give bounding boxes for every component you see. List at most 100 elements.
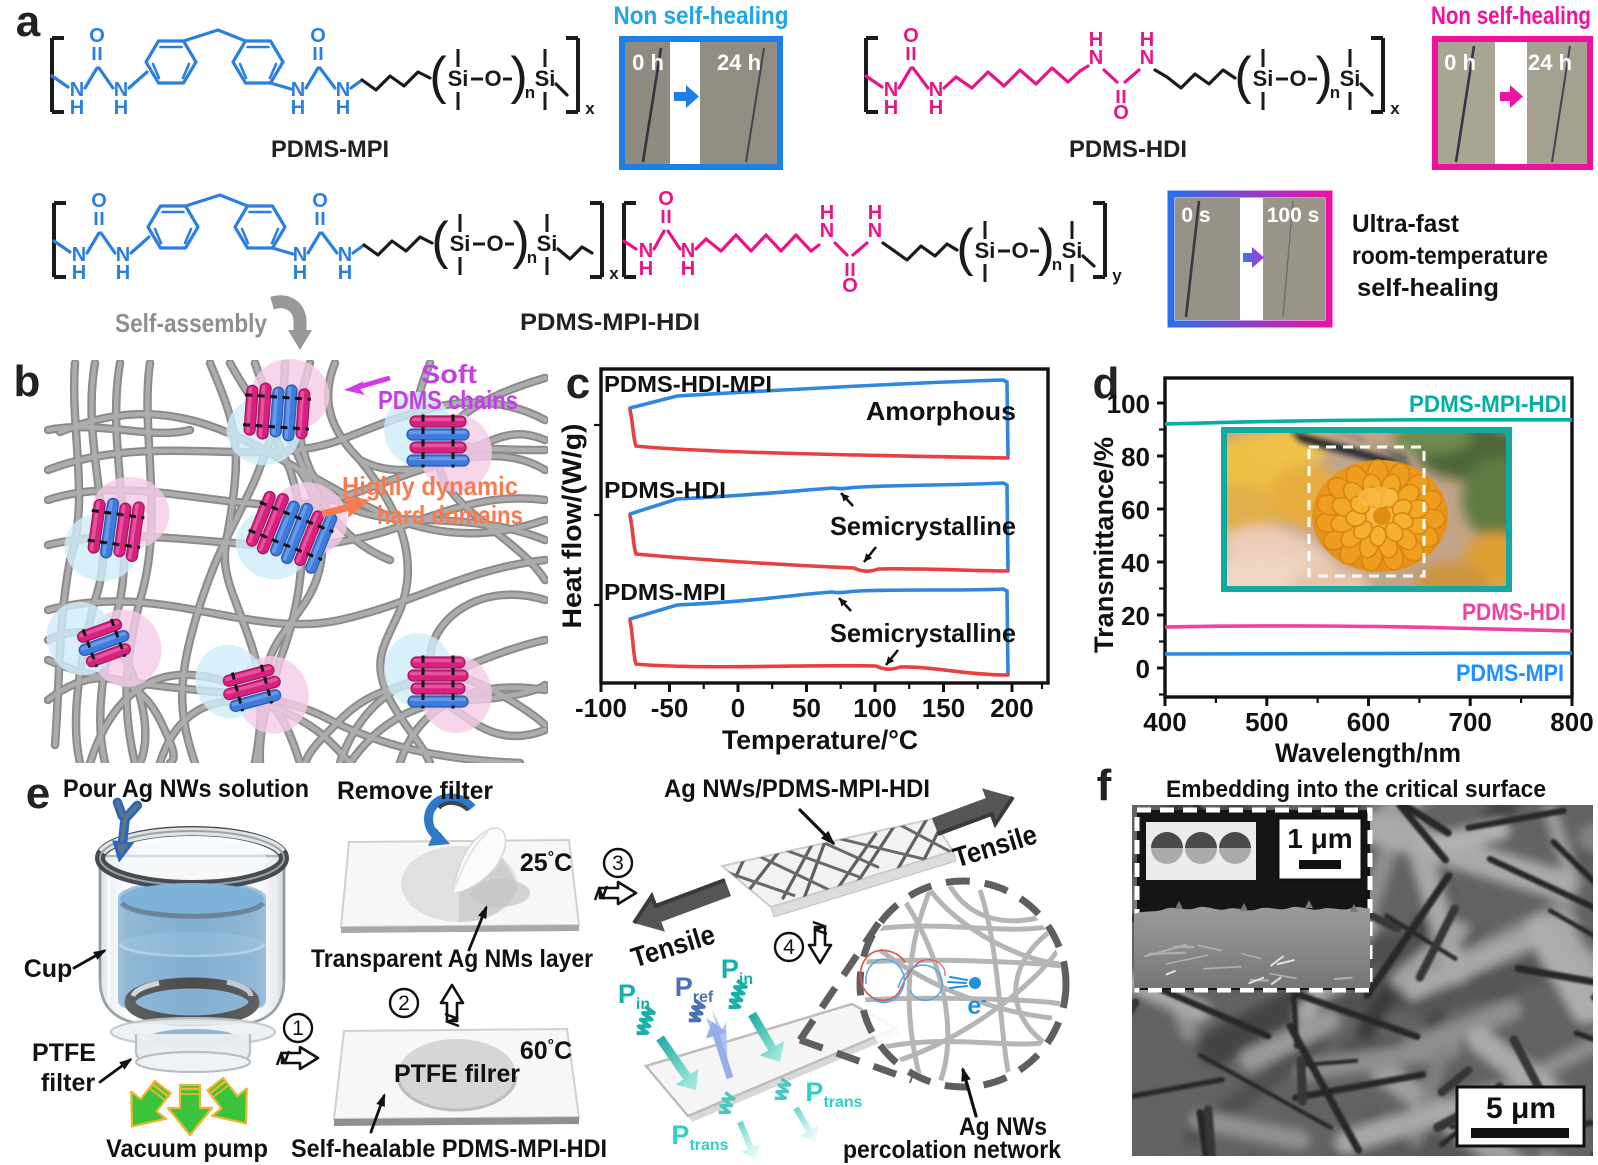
svg-text:H: H [114,97,128,119]
svg-text:n: n [527,248,537,267]
svg-text:N: N [1140,47,1154,69]
svg-text:150: 150 [922,693,965,723]
svg-text:self-healing: self-healing [1357,274,1499,302]
svg-text:Highly dynamic: Highly dynamic [342,471,518,501]
svg-text:200: 200 [990,693,1033,723]
svg-text:H: H [1089,29,1103,51]
svg-text:800: 800 [1550,707,1593,737]
svg-text:25°C: 25°C [520,849,572,877]
svg-text:H: H [291,97,305,119]
svg-text:N: N [820,220,834,242]
svg-text:Si: Si [537,231,558,256]
svg-text:O: O [89,25,105,47]
svg-text:(: ( [429,47,447,105]
svg-text:Self-assembly: Self-assembly [115,308,267,338]
svg-text:O: O [903,25,919,47]
svg-text:100 s: 100 s [1267,204,1320,227]
svg-text:): ) [510,47,527,105]
svg-text:Non self-healing: Non self-healing [1431,2,1591,30]
svg-text:2: 2 [398,992,410,1015]
svg-text:c: c [566,359,590,408]
svg-text:4: 4 [783,936,795,959]
svg-text:(: ( [956,219,974,277]
svg-text:Pour Ag NWs solution: Pour Ag NWs solution [63,775,309,803]
svg-text:O: O [91,190,107,212]
svg-text:O: O [842,275,858,297]
svg-text:PDMS-MPI: PDMS-MPI [1456,660,1564,687]
svg-text:H: H [884,97,898,119]
svg-text:N: N [639,240,653,262]
svg-text:Amorphous: Amorphous [866,396,1016,426]
svg-text:60°C: 60°C [520,1037,572,1065]
svg-text:H: H [293,262,307,284]
svg-text:x: x [585,99,595,118]
svg-text:y: y [1112,266,1122,285]
svg-text:n: n [525,83,535,102]
svg-text:50: 50 [792,693,821,723]
svg-text:Soft: Soft [421,359,477,389]
svg-text:PDMS-HDI: PDMS-HDI [1462,599,1566,626]
svg-text:Wavelength/nm: Wavelength/nm [1275,738,1461,768]
svg-text:Heat flow/(W/g): Heat flow/(W/g) [557,424,587,629]
svg-text:N: N [884,79,898,101]
svg-text:d: d [1093,359,1120,408]
svg-text:(: ( [1234,47,1252,105]
svg-text:x: x [1390,99,1400,118]
svg-text:H: H [929,97,943,119]
svg-text:PTFE: PTFE [32,1039,96,1067]
svg-text:H: H [868,202,882,224]
svg-text:x: x [609,264,619,283]
svg-text:): ) [1315,47,1332,105]
svg-text:H: H [336,97,350,119]
svg-text:Remove filter: Remove filter [337,777,493,805]
svg-text:100: 100 [853,693,896,723]
svg-text:40: 40 [1121,548,1150,578]
svg-text:Si: Si [448,66,469,91]
svg-text:100: 100 [1107,389,1150,419]
svg-text:Si: Si [450,231,471,256]
svg-text:H: H [338,262,352,284]
svg-text:Si: Si [975,238,996,263]
svg-text:0: 0 [731,693,745,723]
svg-text:24 h: 24 h [717,50,761,75]
svg-text:H: H [681,258,695,280]
svg-text:filter: filter [41,1069,95,1097]
svg-text:Si: Si [535,66,556,91]
svg-text:N: N [336,79,350,101]
svg-text:Si: Si [1253,66,1274,91]
svg-text:PDMS-HDI-MPI: PDMS-HDI-MPI [604,371,772,397]
svg-text:0 s: 0 s [1181,204,1210,227]
svg-text:PDMS-MPI-HDI: PDMS-MPI-HDI [520,309,700,336]
svg-text:-100: -100 [575,693,627,723]
svg-text:Ag NWs/PDMS-MPI-HDI: Ag NWs/PDMS-MPI-HDI [664,775,930,803]
svg-text:-50: -50 [651,693,689,723]
svg-text:PDMS-MPI: PDMS-MPI [604,579,726,605]
svg-text:Semicrystalline: Semicrystalline [830,618,1016,648]
svg-text:Si: Si [1062,238,1083,263]
svg-text:O: O [310,25,326,47]
svg-text:Ag NWs: Ag NWs [959,1113,1047,1141]
svg-text:e: e [26,769,50,818]
svg-text:N: N [681,240,695,262]
svg-text:PDMS-HDI: PDMS-HDI [604,477,726,503]
svg-text:Non self-healing: Non self-healing [614,2,789,30]
svg-text:Embedding into the critical su: Embedding into the critical surface [1166,776,1546,803]
svg-text:H: H [820,202,834,224]
svg-text:(: ( [431,212,449,270]
svg-text:80: 80 [1121,442,1150,472]
svg-text:Transmittance/%: Transmittance/% [1089,437,1119,653]
svg-text:O: O [1011,238,1028,263]
svg-text:PDMS-MPI-HDI: PDMS-MPI-HDI [1409,391,1567,418]
svg-text:room-temperature: room-temperature [1352,242,1548,270]
svg-text:H: H [70,97,84,119]
svg-text:percolation network: percolation network [843,1136,1061,1164]
svg-text:N: N [114,79,128,101]
svg-text:O: O [484,66,501,91]
svg-text:Semicrystalline: Semicrystalline [830,511,1016,541]
svg-text:H: H [1140,29,1154,51]
svg-text:hard domains: hard domains [377,500,523,530]
svg-text:Vacuum pump: Vacuum pump [106,1135,268,1163]
svg-text:60: 60 [1121,495,1150,525]
svg-text:500: 500 [1245,707,1288,737]
svg-text:Ultra-fast: Ultra-fast [1352,210,1460,238]
